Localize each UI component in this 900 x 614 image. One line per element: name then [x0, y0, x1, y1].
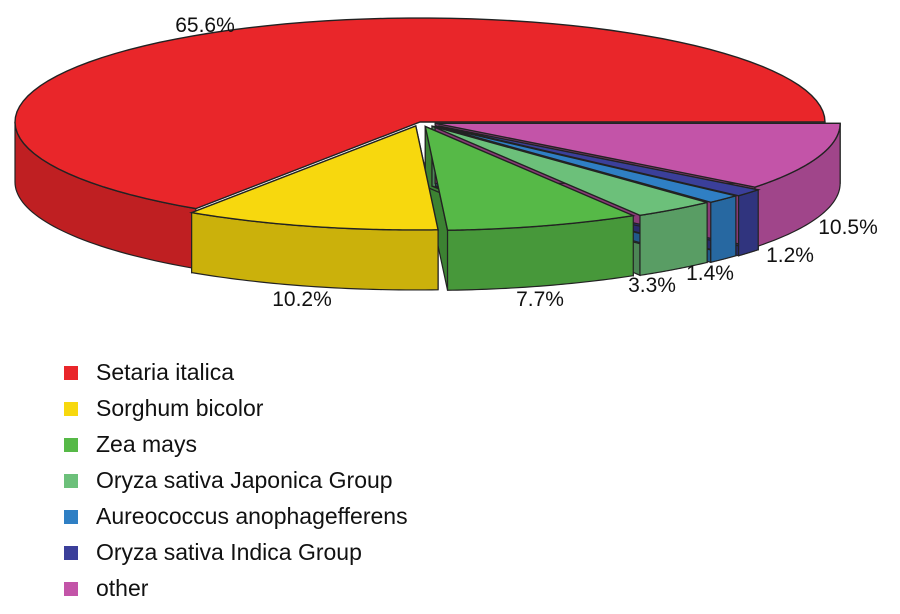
slice-label-setaria-italica: 65.6%	[175, 14, 235, 37]
slice-label-other: 10.5%	[818, 216, 878, 239]
legend-swatch-setaria-italica	[64, 366, 78, 380]
slice-side-aureococcus-anophagefferens	[710, 194, 737, 264]
legend-label-oryza-sativa-japonica-group: Oryza sativa Japonica Group	[96, 467, 393, 493]
legend: Setaria italica Sorghum bicolor Zea mays Or…	[64, 359, 408, 601]
slice-side-oryza-sativa-indica-group	[737, 188, 759, 257]
legend-swatch-sorghum-bicolor	[64, 402, 78, 416]
slice-other	[435, 122, 841, 188]
slice-oryza-sativa-indica-group	[438, 125, 761, 197]
slice-label-zea-mays: 7.7%	[516, 288, 564, 311]
slice-sorghum-bicolor	[189, 125, 439, 231]
legend-label-sorghum-bicolor: Sorghum bicolor	[96, 395, 264, 421]
pie-slices	[14, 17, 841, 291]
slice-setaria-italica	[14, 17, 826, 210]
slice-label-oryza-sativa-indica-group: 1.2%	[766, 244, 814, 267]
slice-label-oryza-sativa-japonica-group: 3.3%	[628, 274, 676, 297]
slice-zea-mays	[424, 125, 636, 231]
legend-swatch-oryza-sativa-indica-group	[64, 546, 78, 560]
legend-label-other: other	[96, 575, 149, 601]
legend-label-oryza-sativa-indica-group: Oryza sativa Indica Group	[96, 539, 362, 565]
slice-aureococcus-anophagefferens	[435, 125, 739, 204]
legend-label-aureococcus-anophagefferens: Aureococcus anophagefferens	[96, 503, 408, 529]
legend-swatch-oryza-sativa-japonica-group	[64, 474, 78, 488]
legend-swatch-other	[64, 582, 78, 596]
legend-label-setaria-italica: Setaria italica	[96, 359, 234, 385]
legend-label-zea-mays: Zea mays	[96, 431, 197, 457]
slice-oryza-sativa-japonica-group	[431, 125, 708, 217]
slice-label-sorghum-bicolor: 10.2%	[272, 288, 332, 311]
legend-swatch-zea-mays	[64, 438, 78, 452]
slice-label-aureococcus-anophagefferens: 1.4%	[686, 262, 734, 285]
legend-swatch-aureococcus-anophagefferens	[64, 510, 78, 524]
slice-labels: 65.6% 10.2% 7.7% 3.3% 1.4% 1.2%10.5%	[175, 14, 878, 311]
